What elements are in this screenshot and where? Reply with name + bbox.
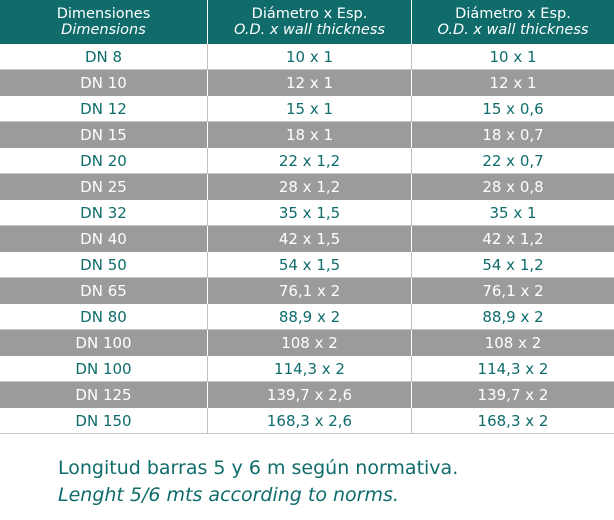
- diameter-cell-1: 15 x 1: [207, 96, 411, 122]
- diameter-cell-2: 76,1 x 2: [411, 278, 614, 304]
- table-row: DN 10 12 x 1 12 x 1: [0, 70, 614, 96]
- diameter-cell-1: 42 x 1,5: [207, 226, 411, 252]
- diameter-cell-1: 139,7 x 2,6: [207, 382, 411, 408]
- header-diameter-2: Diámetro x Esp. O.D. x wall thickness: [411, 0, 614, 44]
- dimension-cell: DN 8: [84, 48, 123, 66]
- diameter-cell-2: 139,7 x 2: [411, 382, 614, 408]
- dimension-cell: DN 100: [75, 334, 132, 352]
- diameter-cell-2: 22 x 0,7: [411, 148, 614, 174]
- diameter-cell-1: 18 x 1: [207, 122, 411, 148]
- header-dimensions-es: Dimensiones: [56, 6, 151, 22]
- table-row: DN 32 35 x 1,5 35 x 1: [0, 200, 614, 226]
- diameter-cell-1: 114,3 x 2: [207, 356, 411, 382]
- header-diameter-1-es: Diámetro x Esp.: [251, 6, 368, 22]
- diameter-cell-2: 15 x 0,6: [411, 96, 614, 122]
- diameter-cell-1: 168,3 x 2,6: [207, 408, 411, 434]
- length-note-en: Lenght 5/6 mts according to norms.: [58, 484, 399, 506]
- diameter-cell-2: 28 x 0,8: [411, 174, 614, 200]
- dimension-cell: DN 150: [75, 412, 132, 430]
- table-row: DN 12 15 x 1 15 x 0,6: [0, 96, 614, 122]
- length-note-es: Longitud barras 5 y 6 m según normativa.: [58, 457, 459, 479]
- table-row: DN 100 108 x 2 108 x 2: [0, 330, 614, 356]
- dimension-cell: DN 12: [80, 100, 127, 118]
- table-row: DN 50 54 x 1,5 54 x 1,2: [0, 252, 614, 278]
- diameter-cell-2: 54 x 1,2: [411, 252, 614, 278]
- table-row: DN 150 168,3 x 2,6 168,3 x 2: [0, 408, 614, 434]
- dimension-cell: DN 15: [80, 126, 127, 144]
- dimension-cell: DN 50: [80, 256, 127, 274]
- dimension-cell: DN 80: [80, 308, 127, 326]
- dimension-cell: DN 65: [80, 282, 127, 300]
- dimension-cell: DN 20: [80, 152, 127, 170]
- length-note: Longitud barras 5 y 6 m según normativa.…: [58, 455, 458, 509]
- header-diameter-1: Diámetro x Esp. O.D. x wall thickness: [207, 0, 411, 44]
- header-diameter-2-es: Diámetro x Esp.: [455, 6, 571, 22]
- diameter-cell-1: 28 x 1,2: [207, 174, 411, 200]
- diameter-cell-2: 18 x 0,7: [411, 122, 614, 148]
- diameter-cell-1: 108 x 2: [207, 330, 411, 356]
- diameter-cell-2: 114,3 x 2: [411, 356, 614, 382]
- table-body: DN 8 10 x 1 10 x 1 DN 10 12 x 1 12 x 1 DN 12 15…: [0, 44, 614, 434]
- diameter-cell-1: 35 x 1,5: [207, 200, 411, 226]
- table-header: Dimensiones Dimensions Diámetro x Esp. O…: [0, 0, 614, 44]
- dimension-cell: DN 100: [75, 360, 132, 378]
- diameter-cell-1: 12 x 1: [207, 70, 411, 96]
- header-diameter-2-en: O.D. x wall thickness: [437, 22, 589, 38]
- header-dimensions: Dimensiones Dimensions: [0, 0, 207, 44]
- dimension-cell: DN 25: [80, 178, 127, 196]
- diameter-cell-2: 108 x 2: [411, 330, 614, 356]
- header-dimensions-en: Dimensions: [61, 22, 146, 38]
- table-row: DN 100 114,3 x 2 114,3 x 2: [0, 356, 614, 382]
- table-row: DN 65 76,1 x 2 76,1 x 2: [0, 278, 614, 304]
- table-row: DN 125 139,7 x 2,6 139,7 x 2: [0, 382, 614, 408]
- table-row: DN 80 88,9 x 2 88,9 x 2: [0, 304, 614, 330]
- dimension-cell: DN 125: [75, 386, 132, 404]
- header-diameter-1-en: O.D. x wall thickness: [234, 22, 385, 38]
- table-row: DN 15 18 x 1 18 x 0,7: [0, 122, 614, 148]
- diameter-cell-1: 88,9 x 2: [207, 304, 411, 330]
- diameter-cell-1: 22 x 1,2: [207, 148, 411, 174]
- dimension-cell: DN 40: [80, 230, 127, 248]
- diameter-cell-1: 76,1 x 2: [207, 278, 411, 304]
- diameter-cell-1: 10 x 1: [207, 44, 411, 70]
- diameter-cell-1: 54 x 1,5: [207, 252, 411, 278]
- table-row: DN 20 22 x 1,2 22 x 0,7: [0, 148, 614, 174]
- diameter-cell-2: 88,9 x 2: [411, 304, 614, 330]
- table-row: DN 25 28 x 1,2 28 x 0,8: [0, 174, 614, 200]
- table-row: DN 8 10 x 1 10 x 1: [0, 44, 614, 70]
- dimension-cell: DN 32: [80, 204, 127, 222]
- diameter-cell-2: 35 x 1: [411, 200, 614, 226]
- table-row: DN 40 42 x 1,5 42 x 1,2: [0, 226, 614, 252]
- diameter-cell-2: 10 x 1: [411, 44, 614, 70]
- diameter-cell-2: 168,3 x 2: [411, 408, 614, 434]
- dimension-cell: DN 10: [80, 74, 127, 92]
- diameter-cell-2: 42 x 1,2: [411, 226, 614, 252]
- diameter-cell-2: 12 x 1: [411, 70, 614, 96]
